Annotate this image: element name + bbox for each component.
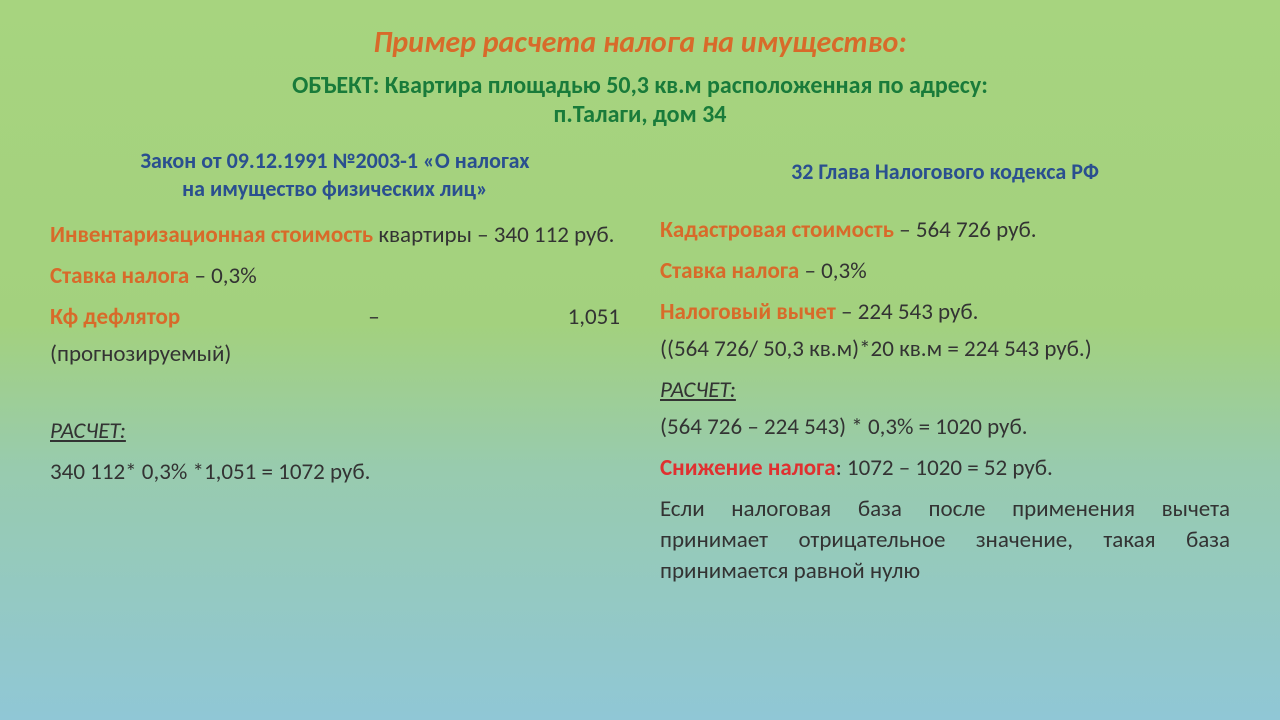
right-body: Кадастровая стоимость – 564 726 руб. Ста…	[660, 215, 1230, 587]
right-heading: 32 Глава Налогового кодекса РФ	[660, 147, 1230, 197]
left-calc-val: 340 112* 0,3% *1,051 = 1072 руб.	[50, 457, 620, 488]
deflator-label: Кф дефлятор	[50, 302, 180, 333]
left-calc-label: РАСЧЕТ:	[50, 416, 620, 447]
subtitle-line2: п.Талаги, дом 34	[554, 100, 727, 129]
left-rate-val: – 0,3%	[189, 262, 256, 290]
deduction-line: Налоговый вычет – 224 543 руб.	[660, 297, 1230, 328]
reduction-label: Снижение налога	[660, 454, 836, 482]
deflator-tail: (прогнозируемый)	[50, 339, 620, 370]
left-heading-l2: на имущество физических лиц»	[182, 175, 488, 202]
right-rate-label: Ставка налога	[660, 257, 799, 285]
cadastral-val: – 564 726 руб.	[894, 216, 1037, 244]
deflator-dash: –	[368, 302, 379, 333]
right-rate-val: – 0,3%	[799, 257, 866, 285]
reduction-val: : 1072 – 1020 = 52 руб.	[836, 454, 1053, 482]
deduction-formula: ((564 726/ 50,3 кв.м)*20 кв.м = 224 543 …	[660, 334, 1230, 365]
left-rate-line: Ставка налога – 0,3%	[50, 261, 620, 292]
inventory-label: Инвентаризационная стоимость	[50, 221, 373, 249]
left-heading: Закон от 09.12.1991 №2003-1 «О налогах н…	[50, 147, 620, 202]
right-column: 32 Глава Налогового кодекса РФ Кадастров…	[660, 147, 1230, 587]
slide-title: Пример расчета налога на имущество:	[50, 24, 1230, 61]
spacer	[50, 380, 620, 416]
cadastral-line: Кадастровая стоимость – 564 726 руб.	[660, 215, 1230, 246]
left-column: Закон от 09.12.1991 №2003-1 «О налогах н…	[50, 147, 620, 587]
note: Если налоговая база после применения выч…	[660, 494, 1230, 587]
right-rate-line: Ставка налога – 0,3%	[660, 256, 1230, 287]
slide-subtitle: ОБЪЕКТ: Квартира площадью 50,3 кв.м расп…	[50, 71, 1230, 129]
right-calc-val: (564 726 – 224 543) * 0,3% = 1020 руб.	[660, 412, 1230, 443]
right-calc-label: РАСЧЕТ:	[660, 375, 1230, 406]
slide: Пример расчета налога на имущество: ОБЪЕ…	[0, 0, 1280, 720]
left-body: Инвентаризационная стоимость квартиры – …	[50, 220, 620, 488]
left-heading-l1: Закон от 09.12.1991 №2003-1 «О налогах	[140, 147, 529, 174]
inventory-tail: квартиры – 340 112 руб.	[378, 221, 614, 249]
deflator-line: Кф дефлятор – 1,051	[50, 302, 620, 333]
cadastral-label: Кадастровая стоимость	[660, 216, 894, 244]
subtitle-line1: ОБЪЕКТ: Квартира площадью 50,3 кв.м расп…	[292, 71, 988, 100]
deduction-val: – 224 543 руб.	[836, 298, 979, 326]
deflator-val: 1,051	[568, 302, 620, 333]
columns: Закон от 09.12.1991 №2003-1 «О налогах н…	[50, 147, 1230, 587]
reduction-line: Снижение налога: 1072 – 1020 = 52 руб.	[660, 453, 1230, 484]
left-rate-label: Ставка налога	[50, 262, 189, 290]
deduction-label: Налоговый вычет	[660, 298, 836, 326]
inventory-line: Инвентаризационная стоимость квартиры – …	[50, 220, 620, 251]
